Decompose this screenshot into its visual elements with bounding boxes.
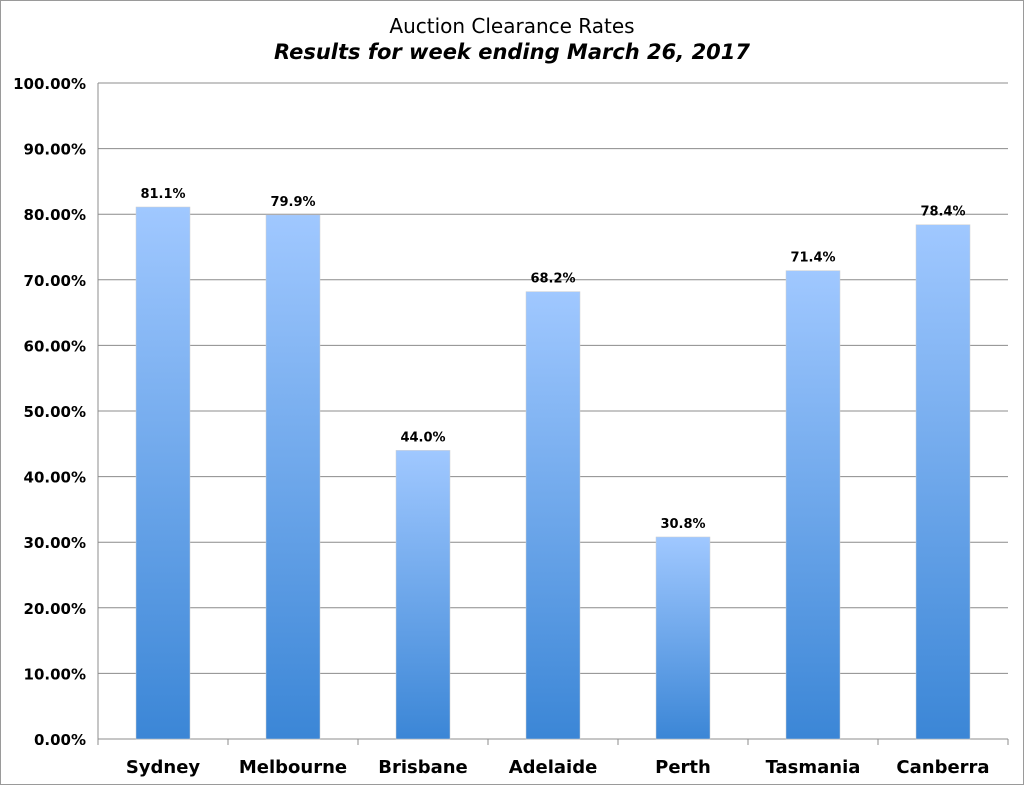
x-tick-label: Tasmania	[766, 757, 861, 778]
data-label: 68.2%	[530, 272, 575, 287]
x-tick-label: Adelaide	[509, 757, 598, 778]
data-label: 79.9%	[270, 195, 315, 210]
x-tick-label: Melbourne	[239, 757, 347, 778]
x-tick-label: Sydney	[126, 757, 201, 778]
chart-subtitle: Results for week ending March 26, 2017	[273, 40, 751, 64]
y-tick-label: 60.00%	[24, 337, 86, 355]
y-tick-label: 20.00%	[24, 600, 86, 618]
bar-brisbane	[395, 450, 451, 740]
y-tick-label: 100.00%	[13, 75, 86, 93]
chart-title: Auction Clearance Rates	[389, 14, 635, 38]
y-tick-label: 40.00%	[24, 469, 86, 487]
y-tick-label: 30.00%	[24, 534, 86, 552]
y-tick-label: 10.00%	[24, 665, 86, 683]
data-label: 44.0%	[400, 430, 445, 445]
bar-tasmania	[785, 270, 841, 740]
x-tick-label: Canberra	[896, 757, 989, 778]
y-tick-label: 90.00%	[24, 141, 86, 159]
data-label: 71.4%	[790, 251, 835, 266]
bar-melbourne	[265, 214, 321, 740]
data-label: 81.1%	[140, 187, 185, 202]
bar-perth	[655, 536, 711, 740]
y-tick-label: 70.00%	[24, 272, 86, 290]
x-tick-label: Brisbane	[378, 757, 468, 778]
bar-canberra	[915, 224, 971, 740]
y-tick-label: 80.00%	[24, 206, 86, 224]
data-label: 78.4%	[920, 205, 965, 220]
bar-sydney	[135, 206, 191, 740]
data-label: 30.8%	[660, 517, 705, 532]
bar-adelaide	[525, 291, 581, 740]
y-tick-label: 0.00%	[34, 731, 86, 749]
y-tick-label: 50.00%	[24, 403, 86, 421]
x-tick-label: Perth	[655, 757, 711, 778]
